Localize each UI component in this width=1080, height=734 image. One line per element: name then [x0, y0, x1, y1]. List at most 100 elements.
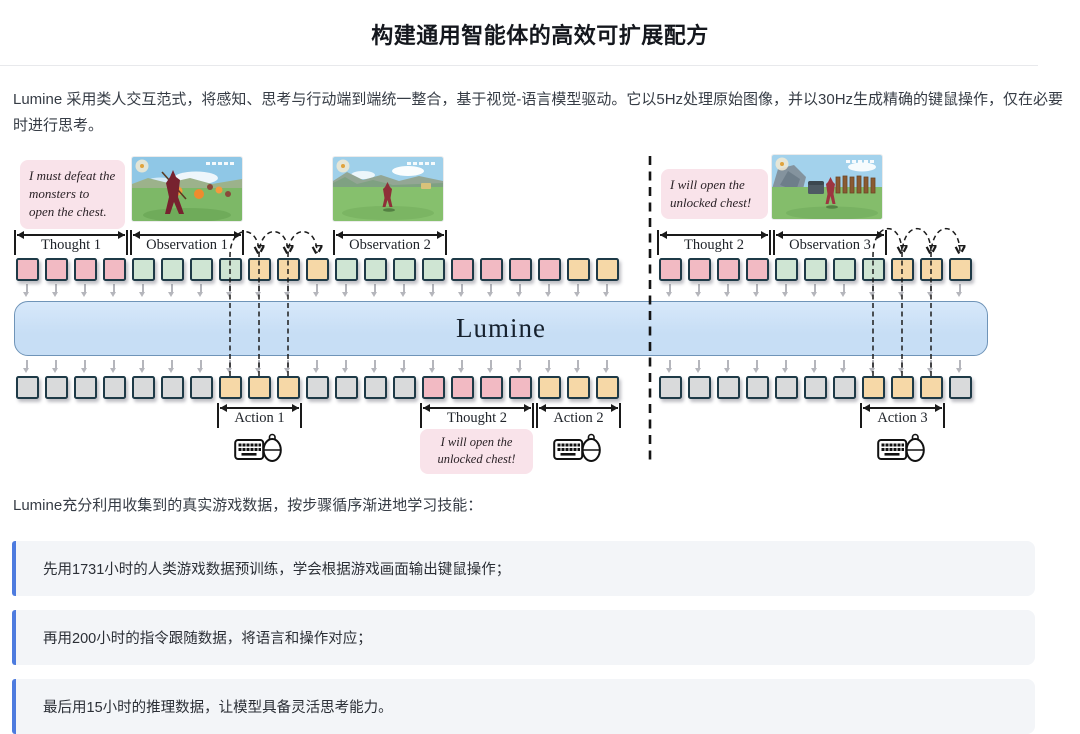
- thought-token: [16, 257, 39, 281]
- down-arrow-icon: [603, 359, 610, 373]
- output-token: [717, 375, 740, 399]
- down-arrow-icon: [666, 283, 673, 297]
- down-arrow-icon: [168, 359, 175, 373]
- down-arrow-icon: [487, 283, 494, 297]
- training-step-3-text: 最后用15小时的推理数据，让模型具备灵活思考能力。: [43, 699, 393, 716]
- down-arrow-icon: [255, 283, 262, 297]
- thought-token: [74, 257, 97, 281]
- action-token: [567, 375, 590, 399]
- down-arrow-icon: [226, 283, 233, 297]
- down-arrow-icon: [516, 359, 523, 373]
- action-token: [891, 375, 914, 399]
- game-screenshot-meadow: [333, 156, 443, 221]
- intro-paragraph: Lumine 采用类人交互范式，将感知、思考与行动端到端统一整合，基于视觉-语言…: [13, 91, 1064, 135]
- training-step-2: 再用200小时的指令跟随数据，将语言和操作对应；: [12, 609, 1035, 665]
- output-token: [16, 375, 39, 399]
- lumine-architecture-figure: I must defeat the monsters to open the c…: [0, 152, 1080, 474]
- mouse-icon: [905, 433, 925, 462]
- title-divider: [0, 65, 1038, 66]
- output-token: [775, 375, 798, 399]
- output-token: [190, 375, 213, 399]
- thought-token: [746, 257, 769, 281]
- span-observation-1: Observation 1: [130, 229, 244, 255]
- action-token: [891, 257, 914, 281]
- output-token: [161, 375, 184, 399]
- observation-token: [190, 257, 213, 281]
- down-arrow-icon: [110, 359, 117, 373]
- output-token: [949, 375, 972, 399]
- down-arrow-icon: [603, 283, 610, 297]
- thought-bubble-2: I will open the unlocked chest!: [661, 168, 768, 220]
- thought-token: [45, 257, 68, 281]
- span-observation-2: Observation 2: [333, 229, 447, 255]
- down-arrow-icon: [168, 283, 175, 297]
- down-arrow-icon: [927, 359, 934, 373]
- output-flow-arrows: [0, 359, 1080, 374]
- thought-token: [509, 257, 532, 281]
- action-2-io-icons: [553, 433, 601, 463]
- down-arrow-icon: [695, 283, 702, 297]
- observation-token: [422, 257, 445, 281]
- double-arrow-icon: [423, 404, 531, 412]
- down-arrow-icon: [869, 283, 876, 297]
- thought-token: [480, 375, 503, 399]
- generated-thought-bubble: I will open the unlocked chest!: [420, 428, 533, 474]
- thought-token: [451, 375, 474, 399]
- action-token: [277, 375, 300, 399]
- output-token: [45, 375, 68, 399]
- action-token: [596, 257, 619, 281]
- down-arrow-icon: [429, 283, 436, 297]
- down-arrow-icon: [52, 359, 59, 373]
- down-arrow-icon: [255, 359, 262, 373]
- thought-token: [659, 257, 682, 281]
- down-arrow-icon: [400, 359, 407, 373]
- down-arrow-icon: [458, 283, 465, 297]
- thought-token: [688, 257, 711, 281]
- action-token: [277, 257, 300, 281]
- span-action-3: Action 3: [860, 402, 945, 428]
- input-flow-arrows: [0, 283, 1080, 298]
- mouse-icon: [581, 433, 601, 462]
- down-arrow-icon: [139, 283, 146, 297]
- span-thought-2-bottom: Thought 2: [420, 402, 534, 428]
- down-arrow-icon: [458, 359, 465, 373]
- down-arrow-icon: [840, 359, 847, 373]
- down-arrow-icon: [753, 359, 760, 373]
- thought-token: [717, 257, 740, 281]
- action-token: [306, 257, 329, 281]
- down-arrow-icon: [313, 283, 320, 297]
- down-arrow-icon: [811, 283, 818, 297]
- down-arrow-icon: [724, 283, 731, 297]
- output-token: [833, 375, 856, 399]
- down-arrow-icon: [400, 283, 407, 297]
- double-arrow-icon: [220, 404, 299, 412]
- thought-token: [480, 257, 503, 281]
- down-arrow-icon: [81, 283, 88, 297]
- output-token: [688, 375, 711, 399]
- chest-scene-illustration: [772, 154, 882, 219]
- down-arrow-icon: [487, 359, 494, 373]
- observation-token: [775, 257, 798, 281]
- action-token: [248, 257, 271, 281]
- output-token: [103, 375, 126, 399]
- observation-token: [132, 257, 155, 281]
- output-token: [335, 375, 358, 399]
- down-arrow-icon: [898, 359, 905, 373]
- action-1-io-icons: [234, 433, 282, 463]
- down-arrow-icon: [23, 283, 30, 297]
- down-arrow-icon: [226, 359, 233, 373]
- down-arrow-icon: [695, 359, 702, 373]
- keyboard-icon: [877, 438, 908, 460]
- game-screenshot-chest: [772, 154, 882, 219]
- down-arrow-icon: [313, 359, 320, 373]
- observation-token: [862, 257, 885, 281]
- action-token: [248, 375, 271, 399]
- game-screenshot-combat: [132, 156, 242, 221]
- output-token: [746, 375, 769, 399]
- double-arrow-icon: [17, 231, 125, 239]
- output-token: [306, 375, 329, 399]
- down-arrow-icon: [284, 283, 291, 297]
- down-arrow-icon: [429, 359, 436, 373]
- training-step-1: 先用1731小时的人类游戏数据预训练，学会根据游戏画面输出键鼠操作；: [12, 540, 1035, 596]
- observation-token: [393, 257, 416, 281]
